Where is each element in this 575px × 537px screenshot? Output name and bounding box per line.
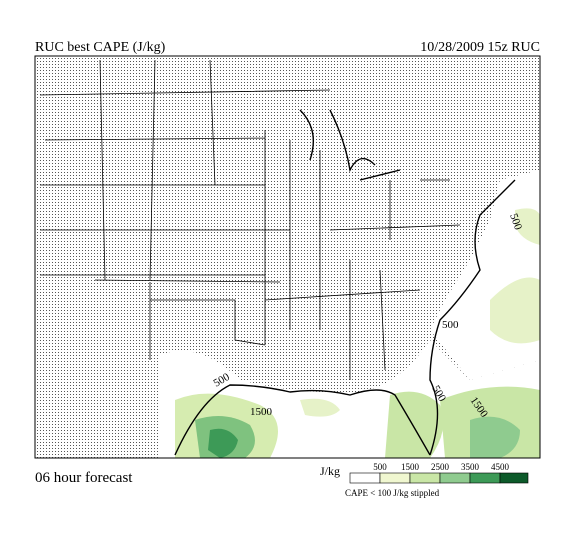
legend-label: 3500 [461,462,480,472]
legend-label: 1500 [401,462,420,472]
map: 500 500 500 500 1500 1500 [35,56,540,458]
contour-label: 500 [442,319,459,331]
contour-label: 500 [507,212,524,232]
legend-label: 4500 [491,462,510,472]
legend-unit: J/kg [320,464,340,478]
legend-boxes [349,472,529,484]
legend-note: CAPE < 100 J/kg stippled [345,488,440,498]
map-frame [34,55,541,459]
legend-label: 2500 [431,462,450,472]
title: RUC best CAPE (J/kg) [35,40,166,55]
contour-label: 1500 [250,406,273,418]
legend-label: 500 [373,462,387,472]
valid-time: 10/28/2009 15z RUC [420,40,540,55]
forecast-label: 06 hour forecast [35,470,133,486]
